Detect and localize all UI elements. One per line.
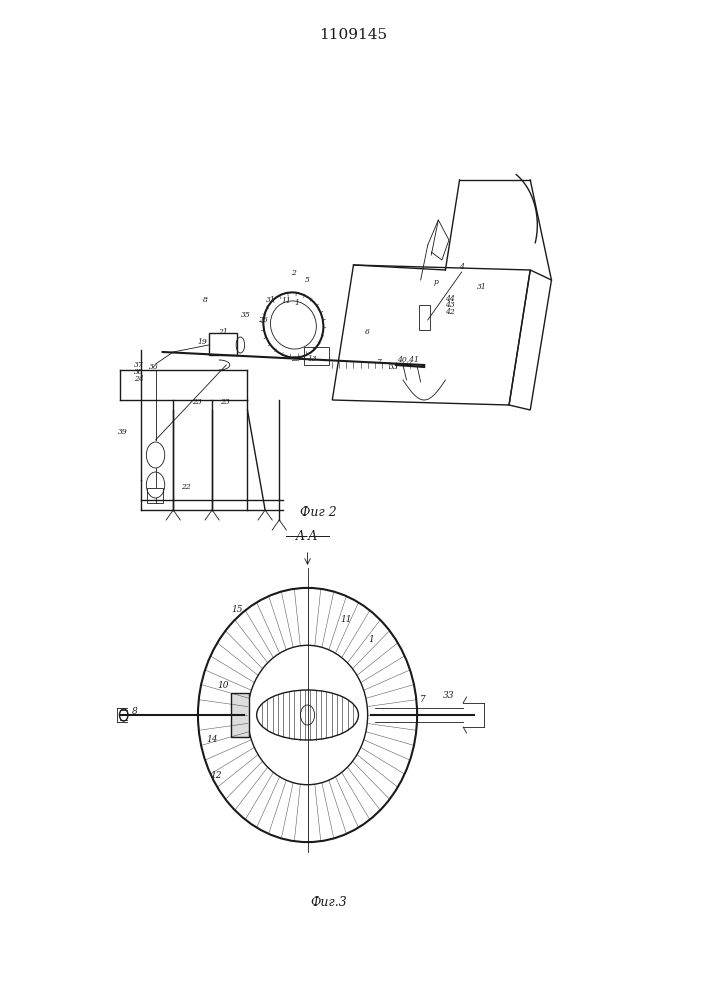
Text: 1109145: 1109145 <box>320 28 387 42</box>
Bar <box>419 305 430 330</box>
Text: 14: 14 <box>206 736 218 744</box>
Text: 36: 36 <box>149 363 159 371</box>
Text: 33: 33 <box>443 690 455 700</box>
Text: 11: 11 <box>341 615 352 624</box>
Text: 8: 8 <box>203 296 207 304</box>
Bar <box>231 693 249 737</box>
Text: 21: 21 <box>218 328 228 336</box>
Text: 12: 12 <box>210 770 221 780</box>
Text: 43: 43 <box>445 301 455 309</box>
Text: A-A: A-A <box>296 530 319 543</box>
Text: Фиг 2: Фиг 2 <box>300 506 337 518</box>
Text: 19: 19 <box>197 338 207 346</box>
Text: 37: 37 <box>134 361 144 369</box>
Text: 38: 38 <box>134 368 144 376</box>
Text: p: p <box>434 278 438 286</box>
Text: 31: 31 <box>266 296 276 304</box>
Text: 23: 23 <box>192 398 201 406</box>
Ellipse shape <box>119 709 128 721</box>
Text: 4: 4 <box>459 263 463 271</box>
Text: 29: 29 <box>291 355 300 363</box>
Text: 44: 44 <box>445 295 455 303</box>
Bar <box>147 488 163 503</box>
Text: 11: 11 <box>281 297 291 305</box>
Text: 40,41: 40,41 <box>397 355 419 363</box>
Text: Фиг.3: Фиг.3 <box>310 896 347 909</box>
Text: 26: 26 <box>258 316 268 324</box>
Bar <box>304 347 329 365</box>
Text: 8: 8 <box>132 708 137 716</box>
Text: 39: 39 <box>117 428 127 436</box>
Text: 22: 22 <box>181 483 191 491</box>
Text: 7: 7 <box>377 358 381 366</box>
Text: 13: 13 <box>308 355 317 363</box>
Text: 7: 7 <box>420 696 426 704</box>
Bar <box>209 333 237 355</box>
Text: 31: 31 <box>477 283 487 291</box>
Text: 6: 6 <box>366 328 370 336</box>
Text: 2: 2 <box>291 269 296 277</box>
Text: 24: 24 <box>134 375 144 383</box>
Text: 33: 33 <box>389 363 399 371</box>
Text: 1: 1 <box>368 636 374 645</box>
Text: 25: 25 <box>220 398 230 406</box>
Text: 1: 1 <box>295 299 299 307</box>
Text: 35: 35 <box>240 311 250 319</box>
Text: 5: 5 <box>305 276 310 284</box>
Text: 42: 42 <box>445 308 455 316</box>
Text: 10: 10 <box>217 681 228 690</box>
Text: 15: 15 <box>231 606 243 614</box>
